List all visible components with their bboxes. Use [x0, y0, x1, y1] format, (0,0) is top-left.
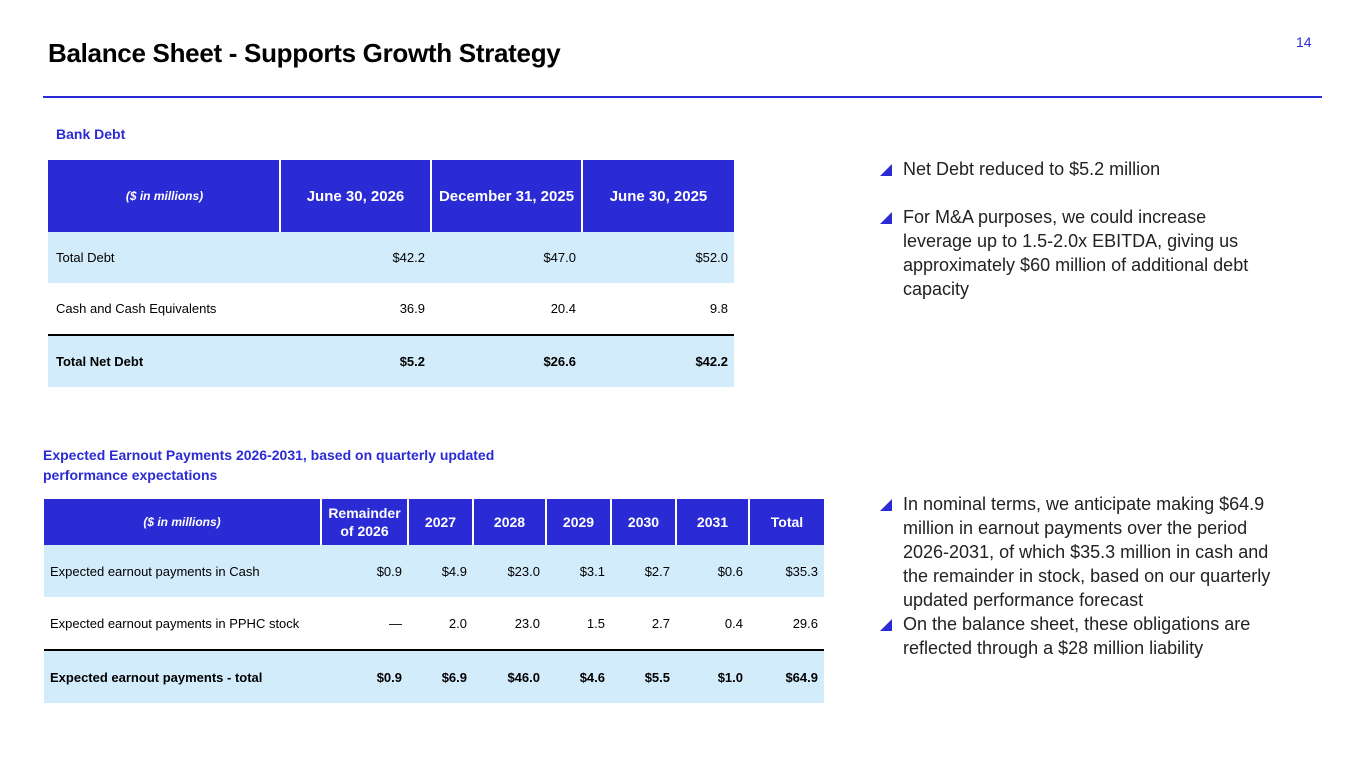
table-cell: 9.8 [709, 301, 728, 316]
table-row: Expected earnout payments in Cash $0.9 $… [44, 545, 824, 597]
earnout-table: ($ in millions) Remainder of 2026 2027 2… [44, 499, 824, 703]
table-cell: 2.0 [448, 615, 467, 631]
table-cell: — [389, 615, 402, 631]
row-label: Expected earnout payments in Cash [44, 545, 321, 597]
table-cell: $5.2 [280, 334, 431, 387]
row-label: Total Net Debt [48, 334, 280, 387]
table-header-cell: 2027 [407, 499, 473, 545]
table-row: Expected earnout payments in PPHC stock … [44, 597, 824, 650]
table-header-cell: June 30, 2026 [279, 160, 431, 232]
table-header-row: ($ in millions) June 30, 2026 December 3… [48, 160, 734, 232]
table-cell: 0.4 [724, 615, 743, 631]
bank-debt-table: ($ in millions) June 30, 2026 December 3… [48, 160, 734, 387]
earnout-label: Expected Earnout Payments 2026-2031, bas… [43, 447, 495, 483]
table-row-total: Expected earnout payments - total $0.9 $… [44, 649, 824, 703]
row-label: Total Debt [48, 232, 280, 283]
triangle-bullet-icon [880, 619, 892, 631]
table-cell: $0.9 [321, 649, 408, 703]
table-cell: 29.6 [792, 615, 818, 631]
bullet-list-bottom: In nominal terms, we anticipate making $… [880, 492, 1280, 660]
bullet-item: In nominal terms, we anticipate making $… [880, 492, 1280, 612]
table-cell: $4.6 [546, 649, 611, 703]
row-label: Cash and Cash Equivalents [56, 301, 217, 316]
table-row-total: Total Net Debt $5.2 $26.6 $42.2 [48, 334, 734, 387]
table-row: Cash and Cash Equivalents 36.9 20.4 9.8 [48, 283, 734, 335]
bullet-item: For M&A purposes, we could increase leve… [880, 205, 1280, 301]
table-row: Total Debt $42.2 $47.0 $52.0 [48, 232, 734, 283]
table-cell: $0.9 [321, 545, 408, 597]
page-title: Balance Sheet - Supports Growth Strategy [48, 38, 561, 68]
table-cell: $35.3 [749, 545, 824, 597]
row-label: Expected earnout payments - total [44, 649, 321, 703]
table-header-cell: June 30, 2025 [581, 160, 734, 232]
table-cell: $26.6 [431, 334, 582, 387]
table-header-cell: 2031 [675, 499, 749, 545]
table-cell: $47.0 [431, 232, 582, 283]
table-header-cell: ($ in millions) [48, 160, 280, 232]
table-header-cell: ($ in millions) [44, 499, 321, 545]
table-cell: 23.0 [514, 615, 540, 631]
bullet-text: For M&A purposes, we could increase leve… [903, 207, 1249, 299]
table-header-cell: December 31, 2025 [430, 160, 582, 232]
table-cell: $42.2 [280, 232, 431, 283]
title-divider [43, 96, 1322, 98]
table-cell: $52.0 [582, 232, 734, 283]
bullet-text: On the balance sheet, these obligations … [903, 614, 1251, 658]
table-cell: 36.9 [399, 301, 425, 316]
bullet-text: Net Debt reduced to $5.2 million [903, 159, 1161, 179]
triangle-bullet-icon [880, 499, 892, 511]
bullet-item: Net Debt reduced to $5.2 million [880, 157, 1280, 181]
table-cell: $6.9 [408, 649, 473, 703]
table-cell: $42.2 [582, 334, 734, 387]
bullet-text: In nominal terms, we anticipate making $… [903, 494, 1271, 610]
table-cell: 1.5 [586, 615, 605, 631]
table-header-cell: 2030 [610, 499, 676, 545]
table-header-row: ($ in millions) Remainder of 2026 2027 2… [44, 499, 824, 545]
table-cell: $3.1 [546, 545, 611, 597]
table-cell: $2.7 [611, 545, 676, 597]
table-header-cell: Remainder of 2026 [320, 499, 408, 545]
table-cell: 20.4 [550, 301, 576, 316]
table-header-cell: Total [748, 499, 824, 545]
table-cell: $5.5 [611, 649, 676, 703]
bullet-item: On the balance sheet, these obligations … [880, 612, 1280, 660]
table-cell: $4.9 [408, 545, 473, 597]
table-cell: $0.6 [676, 545, 749, 597]
page-number: 14 [1296, 34, 1312, 50]
table-header-cell: 2028 [472, 499, 546, 545]
table-cell: $1.0 [676, 649, 749, 703]
table-cell: 2.7 [651, 615, 670, 631]
table-cell: $64.9 [749, 649, 824, 703]
row-label: Expected earnout payments in PPHC stock [50, 615, 300, 631]
table-cell: $23.0 [473, 545, 546, 597]
bank-debt-label: Bank Debt [56, 126, 126, 142]
table-cell: $46.0 [473, 649, 546, 703]
triangle-bullet-icon [880, 164, 892, 176]
bullet-list-top: Net Debt reduced to $5.2 million For M&A… [880, 157, 1280, 301]
table-header-cell: 2029 [545, 499, 611, 545]
triangle-bullet-icon [880, 212, 892, 224]
